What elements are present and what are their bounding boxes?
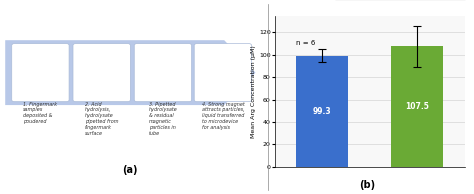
- Text: n = 6: n = 6: [296, 40, 315, 46]
- FancyBboxPatch shape: [194, 44, 252, 102]
- FancyBboxPatch shape: [134, 44, 191, 102]
- Text: 1. Fingermark
samples
deposited &
poudered: 1. Fingermark samples deposited & pouder…: [23, 102, 57, 124]
- FancyBboxPatch shape: [73, 44, 130, 102]
- Text: 99.3: 99.3: [313, 107, 332, 116]
- Text: 2. Acid
hydrolysis,
hydrolysate
pipetted from
fingermark
surface: 2. Acid hydrolysis, hydrolysate pipetted…: [85, 102, 118, 136]
- Text: 4. Strong magnet
attracts particles,
liquid transferred
to microdevice
for analy: 4. Strong magnet attracts particles, liq…: [201, 102, 244, 130]
- Text: 107.5: 107.5: [405, 102, 429, 111]
- Bar: [296, 55, 348, 167]
- Y-axis label: Mean Arg Concentration (μM): Mean Arg Concentration (μM): [251, 45, 256, 138]
- Polygon shape: [5, 40, 255, 105]
- Bar: [391, 46, 443, 167]
- Text: (b): (b): [359, 180, 375, 190]
- Text: 3. Pipetted
hydrolysate
& residual
magnetic
particles in
tube: 3. Pipetted hydrolysate & residual magne…: [148, 102, 177, 136]
- FancyBboxPatch shape: [12, 44, 69, 102]
- Text: (a): (a): [123, 165, 138, 175]
